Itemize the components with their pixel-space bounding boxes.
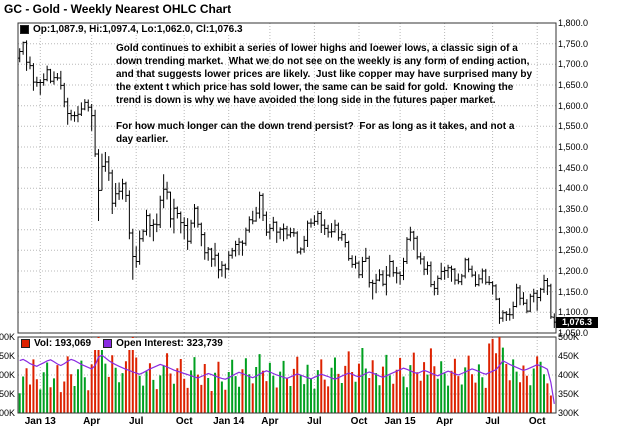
x-tick-label: Jan 15 (384, 416, 416, 427)
chart-title: GC - Gold - Weekly Nearest OHLC Chart (4, 2, 232, 16)
volume-tick-label: 300K (558, 408, 580, 418)
volume-tick-label-left: 450K (0, 351, 16, 361)
volume-tick-label: 450K (558, 351, 580, 361)
volume-tick-label: 500K (558, 332, 580, 342)
volume-tick-label: 400K (558, 370, 580, 380)
volume-tick-label-left: 400K (0, 370, 16, 380)
price-tick-label: 1,750.0 (558, 38, 589, 49)
last-price-flag: 1,076.3 (556, 316, 598, 328)
x-tick-label: Apr (435, 416, 454, 427)
x-tick-label: Jul (128, 416, 144, 427)
volume-tick-label: 350K (558, 389, 580, 399)
annotation-line: day earlier. (116, 134, 169, 145)
price-tick-label: 1,300.0 (558, 224, 589, 235)
price-tick-label: 1,150.0 (558, 286, 589, 297)
series-marker-icon (20, 25, 29, 34)
volume-legend-text: Vol: 193,069 (34, 338, 92, 349)
price-tick-label: 1,800.0 (558, 18, 589, 28)
price-tick-label: 1,600.0 (558, 100, 589, 111)
price-tick-label: 1,100.0 (558, 307, 589, 318)
price-tick-label: 1,050.0 (558, 328, 589, 338)
annotation-line: the extent t which price has sold lower,… (116, 82, 514, 93)
annotation-text-block: Gold continues to exhibit a series of lo… (116, 42, 532, 146)
price-tick-label: 1,650.0 (558, 80, 589, 90)
volume-tick-label-left: 500K (0, 332, 16, 342)
price-tick-label: 1,200.0 (558, 266, 589, 276)
volume-legend: Vol: 193,069 Open Interest: 323,739 (19, 338, 227, 350)
price-tick-label: 1,350.0 (558, 204, 589, 214)
annotation-line: and that suggests lower prices are likel… (116, 69, 533, 80)
open-interest-line (19, 354, 555, 404)
price-tick-label: 1,400.0 (558, 183, 589, 194)
annotation-line: Gold continues to exhibit a series of lo… (116, 43, 518, 54)
annotation-line: down trending market. What we do not see… (116, 56, 530, 67)
x-tick-label: Oct (175, 416, 193, 427)
volume-marker-icon (21, 339, 30, 348)
price-tick-label: 1,250.0 (558, 245, 589, 256)
price-tick-label: 1,500.0 (558, 142, 589, 152)
x-tick-label: Jan 13 (24, 416, 56, 427)
annotation-line: For how much longer can the down trend p… (116, 121, 515, 132)
x-tick-label: Apr (83, 416, 101, 427)
x-tick-label: Oct (528, 416, 546, 427)
ohlc-legend: Op:1,087.9, Hi:1,097.4, Lo:1,062.0, Cl:1… (19, 24, 246, 35)
x-tick-label: Oct (350, 416, 368, 427)
open-interest-legend-text: Open Interest: 323,739 (116, 338, 223, 349)
ohlc-legend-text: Op:1,087.9, Hi:1,097.4, Lo:1,062.0, Cl:1… (33, 24, 243, 35)
price-tick-label: 1,450.0 (558, 162, 589, 173)
open-interest-marker-icon (103, 339, 113, 348)
volume-tick-label-left: 300K (0, 408, 16, 418)
annotation-line: trend is down is why we have avoided the… (116, 95, 496, 106)
volume-tick-label-left: 350K (0, 389, 16, 399)
x-tick-label: Apr (261, 416, 279, 427)
x-tick-label: Jul (485, 416, 500, 427)
price-tick-label: 1,700.0 (558, 59, 589, 70)
ohlc-series (18, 40, 556, 328)
x-tick-label: Jan 14 (213, 416, 245, 427)
price-tick-label: 1,550.0 (558, 121, 589, 132)
annotation-line (116, 107, 532, 120)
volume-series (18, 337, 552, 413)
x-tick-label: Jul (307, 416, 322, 427)
